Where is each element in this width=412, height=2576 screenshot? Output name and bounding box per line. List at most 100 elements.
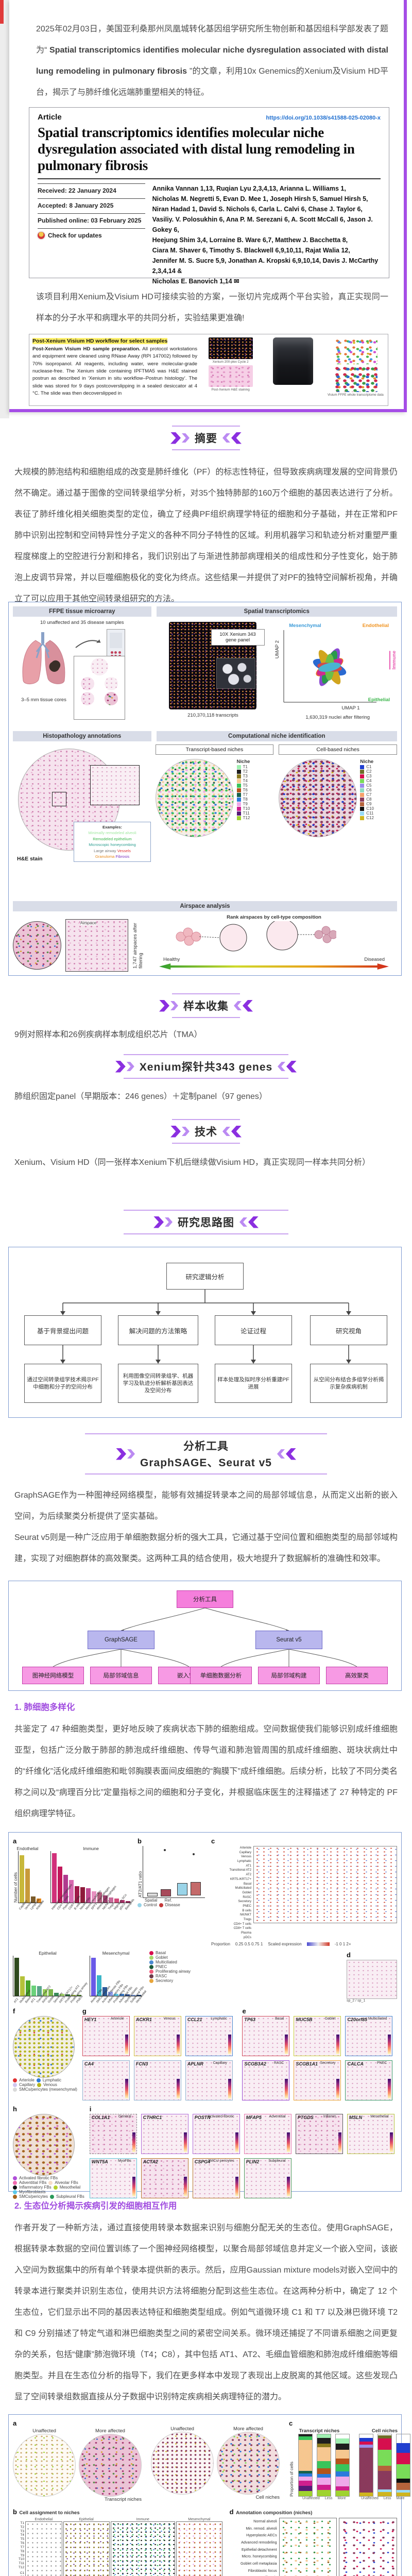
panel-letter: a bbox=[13, 2419, 17, 2427]
fig1-panel-d: d sp_2 / sp_1 bbox=[347, 1951, 397, 2003]
section2-title: 2. 生态位分析揭示疾病引发的细胞相互作用 bbox=[14, 2201, 177, 2211]
legend-item: C2 bbox=[366, 769, 372, 774]
c-niche-legend: Niche C1 C2 C3 C4 C5 C6 C7 C8 C9 C10 C11 bbox=[360, 759, 374, 837]
intro-paragraph: 2025年02月03日，美国亚利桑那州凤凰城转化基因组学研究所生物创新和基因组科… bbox=[36, 19, 388, 103]
umap-panel: UMAP 2 Mesenc bbox=[274, 620, 397, 729]
intro-card: 2025年02月03日，美国亚利桑那州凤凰城转化基因组学研究所生物创新和基因组科… bbox=[9, 0, 407, 412]
published-date: Published online: 03 February 2025 bbox=[38, 213, 145, 228]
methods-bold: Post-Xenium Visium HD sample preparation… bbox=[32, 346, 141, 352]
mindmap-root: 分析工具 bbox=[177, 1590, 233, 1608]
legend-item: T8 bbox=[243, 797, 248, 802]
chevron-right-icon bbox=[153, 1216, 164, 1228]
updates-badge-icon bbox=[38, 231, 45, 239]
healthy-label: Healthy bbox=[163, 957, 180, 962]
sample-header: 样本收集 bbox=[0, 993, 412, 1018]
legend-item: T10 bbox=[243, 806, 250, 811]
legend-item: T2 bbox=[243, 769, 248, 774]
xenium-panel: 10X Xenium 343 gene panel 210,370,118 tr… bbox=[156, 620, 271, 729]
abstract-header-label: 摘要 bbox=[195, 433, 217, 445]
project-paragraph: 该项目利用Xenium及Visium HD可接续实验的方案，一张切片完成两个平台… bbox=[36, 293, 388, 323]
assign-title: Cell assignment to niches bbox=[19, 2510, 80, 2516]
header-line bbox=[172, 449, 240, 450]
legend-item: Disease bbox=[165, 1903, 180, 1907]
methods-body: All protocol workstations and equipment … bbox=[32, 346, 198, 397]
flowchart-connectors bbox=[60, 1290, 351, 1364]
fig2-panel-d: d Annotation composition (niches) Normal… bbox=[229, 2507, 398, 2576]
fig1-panel-e: e TP63 Basal MUC5B Goblet C20orf85 Multicil… bbox=[242, 2007, 397, 2101]
chevron-left-icon bbox=[222, 433, 230, 443]
author-line: Jennifer M. S. Sucre 5,9, Jonathan A. Kr… bbox=[152, 257, 379, 275]
he-zoom-box bbox=[52, 792, 66, 806]
legend-item: C7 bbox=[366, 792, 372, 797]
example-item: Remodeled epithelium bbox=[93, 836, 132, 841]
instrument-image bbox=[273, 337, 313, 385]
flow-leaf: 通过空间转录组学技术揭示PF中细胞和分子的空间分布 bbox=[24, 1364, 101, 1403]
header-line bbox=[85, 1433, 327, 1434]
roadmap-header-label: 研究思路图 bbox=[178, 1217, 234, 1229]
doi-link[interactable]: https://doi.org/10.1038/s41588-025-02080… bbox=[266, 115, 381, 121]
mesenchymal-label: Mesenchymal bbox=[289, 623, 321, 629]
tools-header-line1: 分析工具 bbox=[183, 1440, 229, 1452]
check-for-updates[interactable]: Check for updates bbox=[38, 228, 145, 243]
examples-title: Examples: bbox=[102, 825, 122, 829]
roadmap-flowchart: 研究逻辑分析 基于背景提出问题 解决问题的方法策略 论证过程 研究视角 通过空间… bbox=[8, 1247, 402, 1418]
header-line bbox=[124, 1233, 288, 1234]
fig1-panel-b: b AT2/AT1 ratio Spatial Ref. Control bbox=[138, 1837, 205, 1946]
legend-item: C9 bbox=[366, 802, 372, 806]
ffpe-bar: FFPE tissue microarray bbox=[13, 606, 151, 617]
header-line bbox=[124, 1210, 288, 1211]
example-item: Large airway bbox=[94, 848, 116, 853]
annot-title: Annotation composition (niches) bbox=[236, 2510, 313, 2516]
author-line: Ciara M. Shaver 6, Timothy S. Blackwell … bbox=[152, 246, 350, 254]
visium-image-caption: Visium FFPE whole transcriptome data bbox=[327, 393, 384, 397]
chevron-right-icon bbox=[182, 1127, 190, 1136]
received-date: Received: 22 January 2024 bbox=[38, 183, 145, 198]
umap-x-label: UMAP 1 bbox=[341, 705, 360, 711]
transcript-niches-caption: Transcript niches bbox=[105, 2497, 142, 2502]
cell-niche-map bbox=[279, 759, 357, 837]
chevron-left-icon bbox=[277, 1449, 285, 1459]
chevron-left-icon bbox=[231, 1126, 242, 1138]
chevron-left-icon bbox=[239, 1217, 247, 1227]
accepted-date: Accepted: 8 January 2025 bbox=[38, 198, 145, 213]
endo-title: Endothelial bbox=[16, 1846, 39, 1851]
fig2-panel-b: b Cell assignment to niches Endothelial … bbox=[13, 2507, 222, 2576]
panel-letter: c bbox=[289, 2419, 293, 2427]
flow-leaf: 从空间分布结合多组学分析揭示复杂疾病机制 bbox=[310, 1364, 387, 1403]
author-line: Niran Hadad 1, David S. Nichols 6, Carla… bbox=[152, 205, 363, 213]
panel-letter: g bbox=[82, 2007, 87, 2015]
niche-id-bar: Computational niche identification bbox=[156, 731, 397, 741]
legend-item: T12 bbox=[243, 816, 250, 820]
histopath-bar: Histopathology annotations bbox=[13, 731, 151, 741]
tech-paragraph: Xenium、Visium HD（同一张样本Xenium下机后继续做Visium… bbox=[14, 1158, 371, 1167]
intro-after: ”的文章，利用10x Genemics的Xenium及Visium HD平台，揭… bbox=[36, 67, 388, 97]
umap-y-label: UMAP 2 bbox=[274, 640, 281, 659]
fig1-panel-g: g HEY1 Arteriole ACKR1 Venous CCL21 Lymphat… bbox=[82, 2007, 237, 2101]
instrument-column bbox=[264, 337, 322, 402]
chevron-left-icon bbox=[286, 1061, 297, 1073]
sample-header-label: 样本收集 bbox=[183, 1001, 229, 1012]
xenium-tissue-image bbox=[208, 337, 253, 359]
cell-niches-box: Cell-based niches bbox=[279, 744, 398, 755]
flow-root: 研究逻辑分析 bbox=[166, 1263, 244, 1290]
nuclei-count: 1,630,319 nuclei after filtering bbox=[305, 715, 370, 720]
airspace-left: Airspace 1,747 airspaces after filtering bbox=[13, 914, 144, 976]
header-line bbox=[85, 1473, 327, 1475]
panel-letter: f bbox=[13, 2007, 15, 2015]
flow-leaf: 样本处理及拟时序分析重建PF进展 bbox=[215, 1364, 292, 1403]
paper-title: Spatial transcriptomics identifies molec… bbox=[38, 125, 355, 173]
legend-item: T7 bbox=[243, 792, 248, 797]
rank-label: Rank airspaces by cell-type composition bbox=[227, 914, 321, 920]
samples-label: 10 unaffected and 35 disease samples bbox=[40, 620, 124, 625]
section1-paragraph: 共鉴定了 47 种细胞类型，更好地反映了疾病状态下肺的细胞组成。空间数据使我们能… bbox=[14, 1725, 398, 1818]
legend-item: T6 bbox=[243, 788, 248, 792]
author-line: Heejung Shim 3,4, Lorraine B. Ware 6,7, … bbox=[152, 236, 348, 244]
legend-item: T9 bbox=[243, 802, 248, 806]
abstract-header: 摘要 bbox=[0, 426, 412, 450]
legend-item: C11 bbox=[366, 811, 374, 816]
panel-letter: d bbox=[229, 2508, 234, 2516]
author-list: Annika Vannan 1,13, Ruqian Lyu 2,3,4,13,… bbox=[152, 183, 381, 286]
panel-letter: i bbox=[89, 2105, 92, 2113]
mindmap-node-seurat: Seurat v5 bbox=[255, 1631, 322, 1649]
